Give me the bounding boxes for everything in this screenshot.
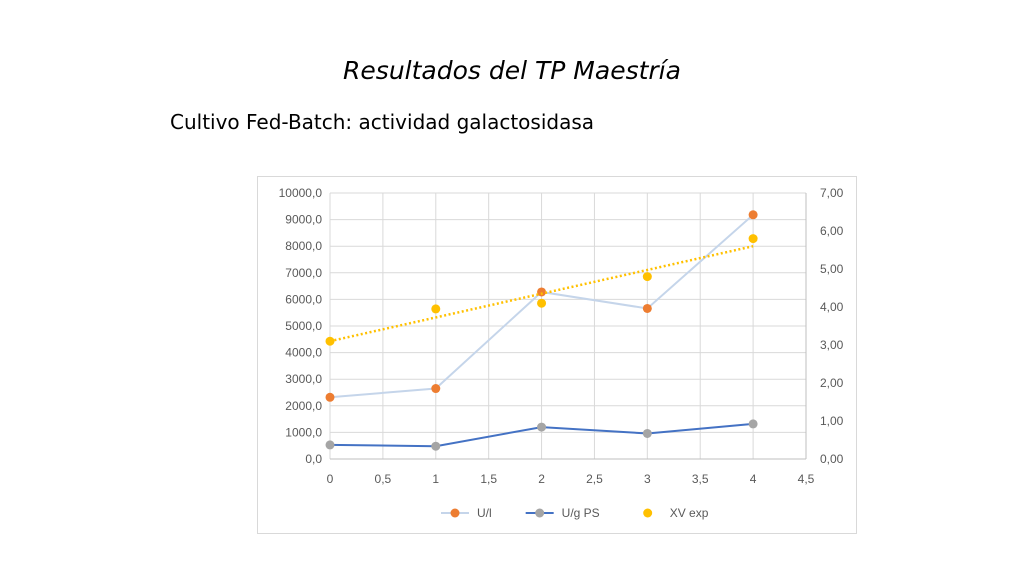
x-tick-label: 3 [644, 472, 651, 486]
y-left-tick-label: 8000,0 [285, 239, 322, 253]
legend-marker [450, 508, 460, 518]
chart-frame: 0,0 1000,0 2000,0 3000,0 4000,0 5000,0 6000,0 7… [257, 176, 857, 534]
chart-svg: 0,0 1000,0 2000,0 3000,0 4000,0 5000,0 6000,0 7… [279, 186, 844, 520]
legend-label: U/g PS [562, 506, 600, 520]
y-right-tick-label: 4,00 [820, 300, 844, 314]
legend-label: U/l [477, 506, 492, 520]
data-point [748, 210, 758, 220]
data-point [325, 392, 335, 402]
slide-title: Resultados del TP Maestría [343, 56, 681, 85]
y-right-tick-label: 2,00 [820, 376, 844, 390]
legend-marker [535, 508, 545, 518]
x-tick-label: 2,5 [586, 472, 603, 486]
y-right-tick-label: 6,00 [820, 224, 844, 238]
x-tick-label: 3,5 [692, 472, 709, 486]
y-left-tick-label: 2000,0 [285, 399, 322, 413]
data-point [431, 441, 441, 451]
y-left-tick-label: 7000,0 [285, 266, 322, 280]
data-point [537, 422, 547, 432]
y-left-tick-label: 9000,0 [285, 213, 322, 227]
legend-label: XV exp [670, 506, 709, 520]
y-left-tick-label: 10000,0 [279, 186, 323, 200]
data-point [748, 234, 758, 244]
legend-marker [643, 508, 653, 518]
slide-subtitle: Cultivo Fed-Batch: actividad galactosida… [170, 110, 595, 134]
y-left-tick-label: 3000,0 [285, 372, 322, 386]
y-right-tick-label: 1,00 [820, 414, 844, 428]
y-right-tick-label: 5,00 [820, 262, 844, 276]
x-tick-label: 4,5 [798, 472, 815, 486]
y-left-tick-label: 0,0 [305, 452, 322, 466]
x-tick-label: 0,5 [375, 472, 392, 486]
x-tick-label: 0 [327, 472, 334, 486]
y-right-tick-label: 3,00 [820, 338, 844, 352]
trendline-2 [329, 244, 754, 343]
y-left-tick-label: 6000,0 [285, 292, 322, 306]
data-point [325, 336, 335, 346]
data-point [748, 419, 758, 429]
y-left-tick-label: 4000,0 [285, 346, 322, 360]
x-tick-label: 1 [432, 472, 439, 486]
y-right-tick-label: 7,00 [820, 186, 844, 200]
data-point [642, 428, 652, 438]
x-tick-label: 2 [538, 472, 545, 486]
data-point [537, 298, 547, 308]
data-point [325, 440, 335, 450]
x-tick-label: 1,5 [480, 472, 497, 486]
data-point [537, 287, 547, 297]
y-right-tick-label: 0,00 [820, 452, 844, 466]
data-point [431, 304, 441, 314]
y-left-tick-label: 1000,0 [285, 425, 322, 439]
x-tick-label: 4 [750, 472, 757, 486]
data-point [642, 303, 652, 313]
y-left-tick-label: 5000,0 [285, 319, 322, 333]
data-point [642, 272, 652, 282]
data-point [431, 384, 441, 394]
